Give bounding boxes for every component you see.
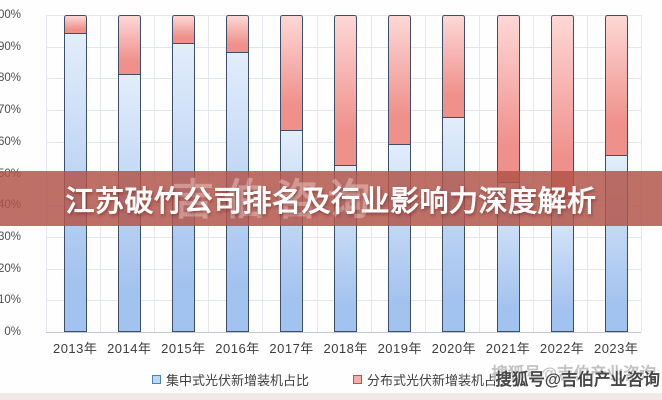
x-axis-label-2018年: 2018年 [323,341,368,356]
ghost-watermark-text: 吉伯咨询 [172,176,381,223]
segment-distributed-pv [334,15,358,166]
legend-swatch-icon [151,375,161,384]
headline-banner-title: 江苏破竹公司排名及行业影响力深度解析 [65,185,597,218]
y-axis-tick-label: 70% [0,104,21,117]
y-axis-tick-label: 100% [0,9,21,21]
x-axis-label-2023年: 2023年 [593,341,639,356]
x-axis-label-2019年: 2019年 [377,341,422,356]
bar-2022年 [550,15,574,332]
segment-distributed-pv [117,15,141,76]
x-axis-label-2022年: 2022年 [539,341,585,356]
segment-distributed-pv [388,15,412,145]
horizontal-gridline [46,332,641,333]
segment-centralized-pv [550,198,574,332]
chart-legend: 集中式光伏新增装机占比 分布式光伏新增装机占比 [0,370,662,389]
publisher-watermark: 搜狐号@吉伯产业咨询 搜狐号@吉伯产业咨询 [491,362,660,396]
segment-distributed-pv [226,15,249,54]
x-axis-label-2014年: 2014年 [107,341,152,356]
bottom-strip [0,393,662,400]
y-axis-tick-label: 30% [0,230,21,243]
segment-distributed-pv [63,15,87,35]
segment-distributed-pv [171,15,195,44]
x-axis-label-2021年: 2021年 [485,341,531,356]
segment-distributed-pv [604,15,628,157]
publisher-watermark-light-text: 搜狐号@吉伯产业咨询 [491,365,656,383]
y-axis-tick-label: 0% [4,326,21,338]
x-axis-label-2013年: 2013年 [52,341,98,356]
legend-swatch-icon [353,375,362,384]
legend-item: 分布式光伏新增装机占比 [353,370,510,389]
headline-banner [0,171,662,226]
segment-distributed-pv [280,15,304,131]
legend-label: 集中式光伏新增装机占比 [165,373,309,388]
x-axis-label-2020年: 2020年 [431,341,477,356]
segment-distributed-pv [442,15,466,119]
x-axis-label-2015年: 2015年 [161,341,206,356]
legend-label: 分布式光伏新增装机占比 [367,373,511,388]
bar-chart-plot-area: 100%90%80%70%60%50%40%30%20%10%0% [0,9,643,338]
x-axis-label-2016年: 2016年 [215,341,260,356]
segment-centralized-pv [280,130,304,332]
legend-item: 集中式光伏新增装机占比 [151,370,309,389]
y-axis-tick-label: 80% [0,72,21,85]
publisher-watermark-dark-text: 搜狐号@吉伯产业咨询 [495,371,660,389]
x-axis-label-2017年: 2017年 [269,341,314,356]
y-axis-tick-label: 60% [0,135,21,148]
y-axis-tick-label: 10% [0,294,21,307]
segment-distributed-pv [496,15,520,183]
y-axis-tick-label: 90% [0,40,21,53]
y-axis-tick-label: 20% [0,262,21,275]
